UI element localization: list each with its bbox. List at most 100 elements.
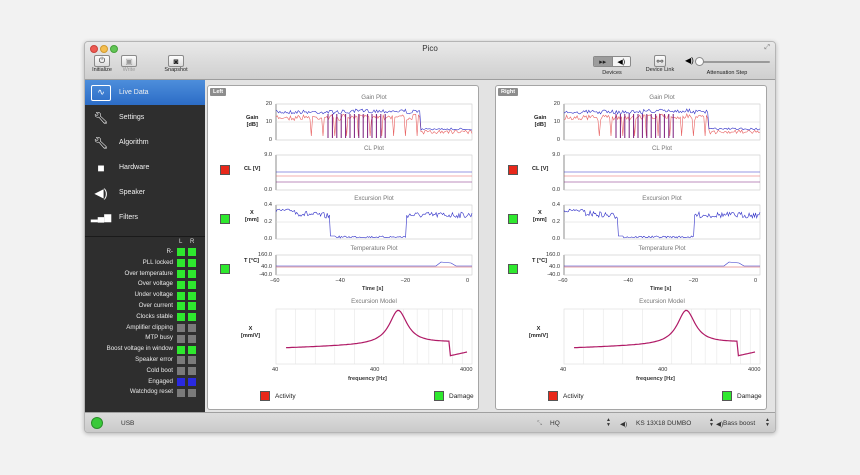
usb-connection-icon [91,417,103,429]
time-tick: 0 [466,278,470,284]
camera-icon: ◙ [168,55,184,67]
activity-swatch [548,391,558,401]
status-label: Over temperature [124,269,174,277]
excursion-model-title: Excursion Model [351,298,397,305]
status-led-right [188,367,196,376]
gain-red-trace [275,113,473,137]
excursion-model-frame [275,308,473,365]
volume-icon[interactable]: ◀) [611,57,630,66]
excursion-y-tick: 0.0 [552,235,560,242]
temp-blue-trace [564,261,760,267]
damage-legend: Damage [722,391,762,401]
excursion-model-curve [285,309,468,357]
waveform-icon: ∿ [91,84,111,101]
cl-plot-frame [563,154,761,191]
app-window: Pico ⤢ ⏻ Initialize ▣ Write ◙ Snapshot ▸… [84,41,776,433]
gain-y-tick: 10 [553,118,560,125]
cl-y-tick: 9.0 [552,151,560,158]
sidebar-item-hardware[interactable]: ■ Hardware [85,155,205,180]
quality-stepper-icon[interactable]: ▲ ▼ [606,417,611,428]
box-icon: ■ [97,160,105,175]
bass-boost-stepper-icon[interactable]: ▲ ▼ [765,417,770,428]
temperature-y-tick: -40.0 [547,271,560,278]
sidebar-item-filters[interactable]: ▂▄▆ Filters [85,205,205,230]
live-data-content: Left Gain Plot CL Plot Excursion Plot Temper… [205,80,775,412]
time-tick: −40 [623,278,633,284]
sidebar-item-settings[interactable]: 🔧︎ Settings [85,105,205,130]
write-button[interactable]: ▣ Write [121,55,137,73]
damage-label: Damage [737,392,762,400]
status-led-left [177,345,185,354]
status-row: R- [85,247,205,258]
excursion-model-title: Excursion Model [639,298,685,305]
model-x-tick: 400 [370,367,380,373]
status-label: Clocks stable [136,312,173,320]
speaker-model-stepper-icon[interactable]: ▲ ▼ [709,417,714,428]
cl-ylabel: CL [V] [244,166,261,172]
bass-boost-select[interactable]: Bass boost [723,420,756,427]
sidebar-item-live-data[interactable]: ∿ Live Data [85,80,205,105]
temperature-plot-title: Temperature Plot [638,245,686,252]
attenuation-label: Attenuation Step [706,70,748,76]
status-led-left [177,323,185,332]
sidebar-item-algorithm[interactable]: 🔧︎ Algorithm [85,130,205,155]
model-x-label: frequency [Hz] [348,376,387,382]
play-icon[interactable]: ▸▸ [594,57,612,66]
status-led-left [177,291,185,300]
close-window-button[interactable] [90,45,98,53]
gain-blue-trace [275,108,472,131]
speaker-model-select[interactable]: KS 13X18 DUMBO [636,420,692,427]
status-led-right [188,269,196,278]
cl-y-tick: 9.0 [264,151,272,158]
power-icon: ⏻ [94,55,110,67]
status-led-right [188,302,196,311]
status-label: Engaged [148,377,173,385]
attenuation-slider[interactable] [695,57,770,66]
status-led-left [177,259,185,268]
device-link-button[interactable]: ⚯ Device Link [645,55,675,73]
fullscreen-icon[interactable]: ⤢ [764,44,770,51]
status-label: Speaker error [135,355,173,363]
status-led-left [177,313,185,322]
gain-plot-title: Gain Plot [649,94,675,101]
save-icon: ▣ [121,55,137,67]
zoom-window-button[interactable] [110,45,118,53]
gain-ylabel: Gain [dB] [534,115,547,128]
damage-swatch [722,391,732,401]
panel-tag: Left [210,88,227,96]
gain-plot-title: Gain Plot [361,94,387,101]
status-led-left [177,388,185,397]
status-label: Cold boot [146,366,174,374]
quality-select[interactable]: HQ [550,420,560,427]
model-ylabel: X [mm/V] [529,326,548,339]
model-x-tick: 40 [272,367,279,373]
cl-plot-title: CL Plot [363,145,385,152]
temperature-indicator [508,264,518,274]
speaker-small-icon: ◀) [685,56,694,65]
status-row: Speaker error [85,355,205,366]
excursion-trace [275,208,473,239]
temperature-y-tick: 40.0 [549,263,560,270]
snapshot-button[interactable]: ◙ Snapshot [164,55,188,73]
left-channel-panel: Left Gain Plot CL Plot Excursion Plot Temper… [207,85,479,410]
status-led-left [177,334,185,343]
model-x-label: frequency [Hz] [636,376,675,382]
cl-plot-title: CL Plot [651,145,673,152]
status-bar: USB ⤡ HQ ▲ ▼ ◀) KS 13X18 DUMBO ▲ ▼ ◀) Bass… [85,412,775,432]
status-label: Over current [138,301,173,309]
expand-icon[interactable]: ⤡ [537,420,543,427]
wrench-icon: 🔧︎ [93,135,109,150]
status-led-right [188,388,196,397]
minimize-window-button[interactable] [100,45,108,53]
devices-label: Devices [602,70,622,76]
initialize-button[interactable]: ⏻ Initialize [92,55,112,73]
sidebar-item-speaker[interactable]: ◀) Speaker [85,180,205,205]
right-channel-panel: Right Gain Plot CL Plot Excursion Plot Tempe… [495,85,767,410]
status-led-left [177,367,185,376]
cl-y-tick: 0.0 [264,186,272,193]
attenuation-slider-knob[interactable] [695,57,704,66]
excursion-y-tick: 0.2 [264,218,272,225]
devices-segmented-control[interactable]: ▸▸ ◀) [593,56,631,67]
status-row: Clocks stable [85,312,205,323]
status-row: Watchdog reset [85,387,205,398]
